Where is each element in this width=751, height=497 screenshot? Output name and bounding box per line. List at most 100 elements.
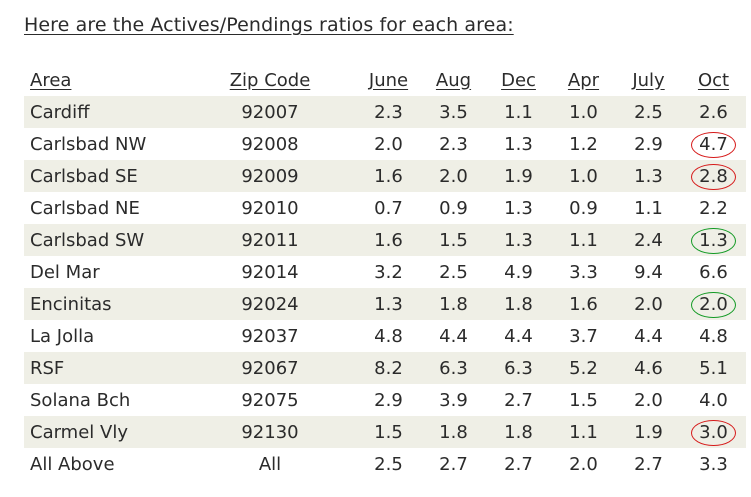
cell-area: All Above	[30, 453, 115, 475]
cell-oct: 3.3	[699, 453, 728, 475]
cell-aug: 4.4	[439, 325, 468, 347]
cell-oct: 4.7	[681, 128, 746, 160]
cell-july: 1.3	[616, 160, 681, 192]
cell-area: Solana Bch	[30, 389, 131, 411]
cell-apr: 2.0	[569, 453, 598, 475]
cell-oct: 5.1	[681, 352, 746, 384]
cell-area: Carlsbad SW	[24, 224, 184, 256]
cell-oct: 4.0	[699, 389, 728, 411]
cell-june: 2.5	[374, 453, 403, 475]
cell-july: 2.5	[616, 96, 681, 128]
cell-june: 1.6	[356, 160, 421, 192]
cell-area: Cardiff	[24, 96, 184, 128]
red-circle-annotation: 2.8	[691, 163, 736, 190]
cell-july: 2.0	[616, 288, 681, 320]
cell-aug: 0.9	[439, 197, 468, 219]
table-row: La Jolla 92037 4.8 4.4 4.4 3.7 4.4 4.8	[24, 320, 746, 352]
table-row: RSF 92067 8.2 6.3 6.3 5.2 4.6 5.1	[24, 352, 746, 384]
cell-june: 2.3	[356, 96, 421, 128]
cell-june: 0.7	[374, 197, 403, 219]
cell-june: 2.9	[374, 389, 403, 411]
cell-oct: 2.6	[681, 96, 746, 128]
cell-area: Carmel Vly	[24, 416, 184, 448]
cell-oct: 2.8	[681, 160, 746, 192]
cell-july: 2.9	[634, 133, 663, 155]
cell-area: Del Mar	[30, 261, 100, 283]
header-dec: Dec	[501, 69, 536, 91]
cell-dec: 2.7	[504, 453, 533, 475]
cell-zip-code: 92024	[184, 288, 356, 320]
cell-july: 2.7	[634, 453, 663, 475]
cell-june: 2.0	[374, 133, 403, 155]
header-area: Area	[30, 69, 72, 91]
table-row: Cardiff 92007 2.3 3.5 1.1 1.0 2.5 2.6	[24, 96, 746, 128]
cell-apr: 3.3	[569, 261, 598, 283]
cell-july: 1.9	[616, 416, 681, 448]
cell-zip-code: 92010	[241, 197, 299, 219]
table-row: All Above All 2.5 2.7 2.7 2.0 2.7 3.3	[24, 448, 746, 480]
cell-apr: 3.7	[569, 325, 598, 347]
cell-oct: 3.0	[681, 416, 746, 448]
cell-zip-code: 92014	[241, 261, 299, 283]
cell-area: Carlsbad SE	[24, 160, 184, 192]
cell-area: RSF	[24, 352, 184, 384]
cell-aug: 6.3	[421, 352, 486, 384]
green-circle-annotation: 1.3	[691, 227, 736, 254]
cell-apr: 0.9	[569, 197, 598, 219]
cell-zip-code: 92067	[184, 352, 356, 384]
cell-zip-code: All	[258, 453, 282, 475]
cell-june: 4.8	[374, 325, 403, 347]
header-aug: Aug	[435, 69, 472, 91]
cell-apr: 1.2	[569, 133, 598, 155]
header-apr: Apr	[567, 69, 600, 91]
cell-zip-code: 92007	[184, 96, 356, 128]
cell-dec: 1.9	[486, 160, 551, 192]
cell-june: 1.6	[356, 224, 421, 256]
cell-june: 8.2	[356, 352, 421, 384]
cell-july: 2.4	[616, 224, 681, 256]
header-june: June	[368, 69, 409, 91]
red-circle-annotation: 3.0	[691, 419, 736, 446]
cell-july: 1.1	[634, 197, 663, 219]
cell-dec: 1.3	[504, 197, 533, 219]
header-zip-code: Zip Code	[229, 69, 311, 91]
cell-aug: 1.8	[421, 288, 486, 320]
cell-july: 4.4	[634, 325, 663, 347]
cell-zip-code: 92009	[184, 160, 356, 192]
cell-area: Carlsbad NE	[30, 197, 140, 219]
cell-dec: 1.1	[486, 96, 551, 128]
ratios-table: Area Zip Code June Aug Dec Apr July Oct …	[24, 64, 746, 480]
red-circle-annotation: 4.7	[691, 131, 736, 158]
cell-dec: 2.7	[504, 389, 533, 411]
cell-dec: 1.3	[486, 224, 551, 256]
cell-june: 1.5	[356, 416, 421, 448]
cell-area: La Jolla	[30, 325, 95, 347]
table-header-row: Area Zip Code June Aug Dec Apr July Oct	[24, 64, 746, 96]
cell-dec: 1.8	[486, 288, 551, 320]
cell-aug: 2.5	[439, 261, 468, 283]
table-row: Carlsbad SW 92011 1.6 1.5 1.3 1.1 2.4 1.3	[24, 224, 746, 256]
cell-apr: 1.0	[551, 160, 616, 192]
cell-area: Carlsbad NW	[30, 133, 147, 155]
cell-july: 9.4	[634, 261, 663, 283]
cell-area: Encinitas	[24, 288, 184, 320]
cell-dec: 4.4	[504, 325, 533, 347]
table-row: Solana Bch 92075 2.9 3.9 2.7 1.5 2.0 4.0	[24, 384, 746, 416]
cell-aug: 2.7	[439, 453, 468, 475]
table-row: Del Mar 92014 3.2 2.5 4.9 3.3 9.4 6.6	[24, 256, 746, 288]
cell-june: 3.2	[374, 261, 403, 283]
cell-aug: 2.3	[439, 133, 468, 155]
table-row: Carlsbad NW 92008 2.0 2.3 1.3 1.2 2.9 4.7	[24, 128, 746, 160]
table-row: Carlsbad NE 92010 0.7 0.9 1.3 0.9 1.1 2.2	[24, 192, 746, 224]
cell-dec: 1.3	[504, 133, 533, 155]
cell-oct: 2.2	[699, 197, 728, 219]
page-heading: Here are the Actives/Pendings ratios for…	[24, 14, 514, 36]
cell-apr: 1.0	[551, 96, 616, 128]
cell-dec: 1.8	[486, 416, 551, 448]
cell-oct: 2.0	[681, 288, 746, 320]
green-circle-annotation: 2.0	[691, 291, 736, 318]
header-july: July	[632, 69, 665, 91]
cell-aug: 3.9	[439, 389, 468, 411]
cell-apr: 1.5	[569, 389, 598, 411]
cell-aug: 1.8	[421, 416, 486, 448]
